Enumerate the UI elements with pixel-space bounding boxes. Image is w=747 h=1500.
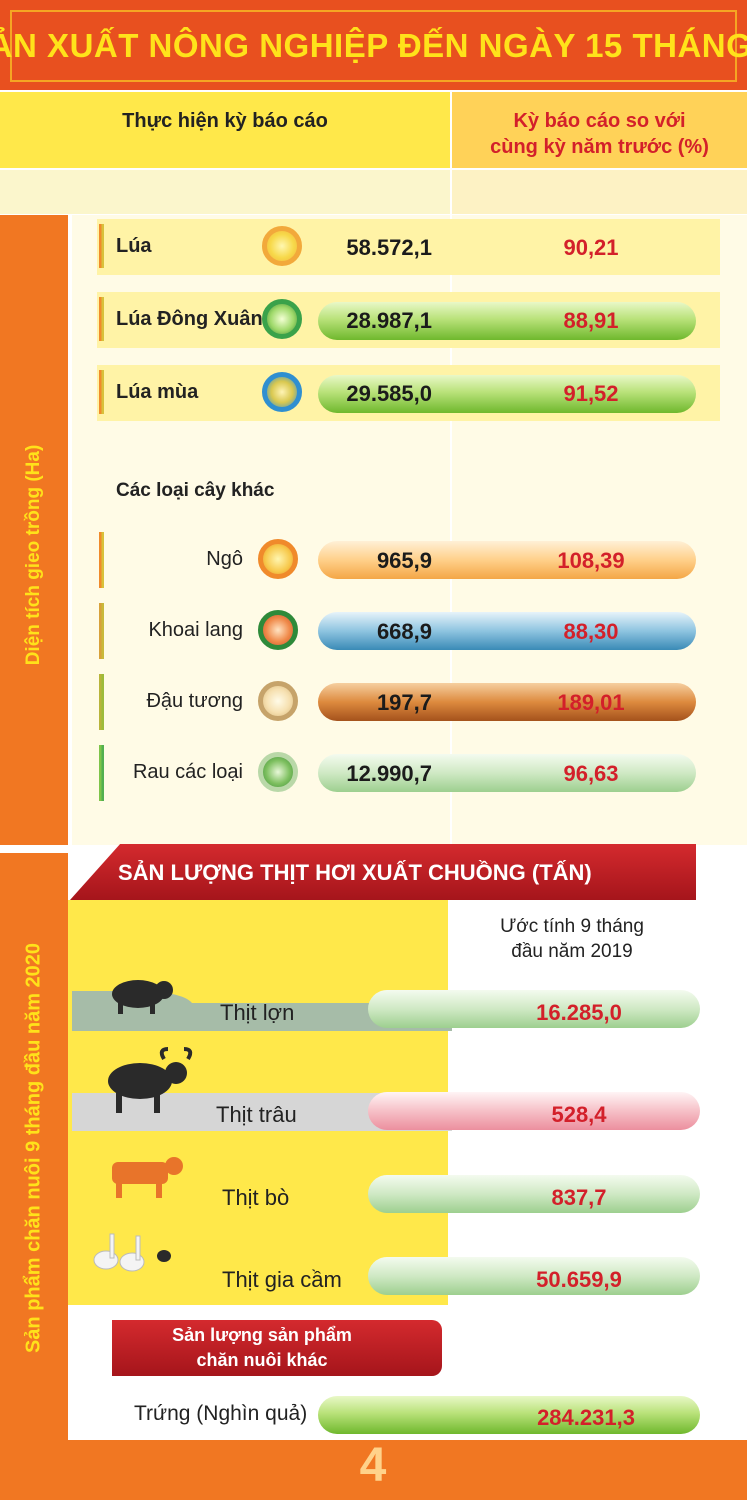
rice-value: 58.572,1 <box>346 235 432 260</box>
vegetables-pill <box>318 754 696 792</box>
livestock-side-label: Sản phẩm chăn nuôi 9 tháng đầu năm 2020 <box>22 942 45 1354</box>
rice-label: Lúa <box>116 235 152 257</box>
comparison-column-header: Kỳ báo cáo so với cùng kỳ năm trước (%) <box>452 108 747 160</box>
other-products-title-line2: chăn nuôi khác <box>196 1350 328 1370</box>
rice-seasonal-percent: 91,52 <box>563 381 619 406</box>
pork-value: 16.285,0 <box>536 1000 622 1025</box>
egg-value: 284.231,3 <box>537 1405 635 1430</box>
beef-value: 837,7 <box>551 1185 607 1210</box>
soybean-icon <box>258 681 298 721</box>
buffalo-shelf-graphic <box>72 1093 452 1131</box>
sweet-potato-label: Khoai lang <box>148 619 243 641</box>
poultry-icon <box>93 1233 171 1272</box>
corn-value: 965,9 <box>376 548 432 573</box>
other-products-title-line1: Sản lượng sản phẩm <box>172 1325 352 1345</box>
crop-side-label: Diện tích gieo trồng (Ha) <box>23 444 44 666</box>
sweet-potato-icon <box>258 610 298 650</box>
other-products-title: Sản lượng sản phẩm chăn nuôi khác <box>112 1323 412 1373</box>
livestock-side-bar <box>0 853 68 1440</box>
row-marker <box>99 674 104 730</box>
egg-label: Trứng (Nghìn quả) <box>134 1402 308 1425</box>
pig-shelf-graphic <box>72 991 452 1031</box>
corn-label: Ngô <box>206 548 243 570</box>
rice-seasonal-pill <box>318 375 696 413</box>
row-marker <box>99 532 104 588</box>
rice-winter-spring-pill <box>318 302 696 340</box>
header-bar <box>0 0 747 90</box>
soybean-value: 197,7 <box>376 690 432 715</box>
sweet-potato-value: 668,9 <box>376 619 432 644</box>
estimate-column-header: Ước tính 9 tháng đầu năm 2019 <box>472 914 672 964</box>
rice-winter-spring-label: Lúa Đông Xuân <box>116 308 263 330</box>
comparison-band <box>452 170 747 214</box>
meat-banner-title: SẢN LƯỢNG THỊT HƠI XUẤT CHUỒNG (TẤN) <box>118 860 592 885</box>
vegetables-icon <box>258 752 298 792</box>
row-marker <box>99 603 104 659</box>
footer-bar <box>0 1440 747 1500</box>
comparison-header-bg <box>452 92 747 168</box>
reporting-column-header: Thực hiện kỳ báo cáo <box>122 110 328 132</box>
sweet-potato-percent: 88,30 <box>563 619 619 644</box>
poultry-value: 50.659,9 <box>536 1267 622 1292</box>
rice-icon <box>262 226 302 266</box>
poultry-label: Thịt gia cầm <box>222 1267 342 1292</box>
row-marker <box>99 370 104 414</box>
row-marker <box>99 745 104 801</box>
buffalo-value: 528,4 <box>551 1102 607 1127</box>
other-crops-heading: Các loại cây khác <box>116 480 275 501</box>
row-marker <box>99 224 104 268</box>
corn-percent: 108,39 <box>557 548 625 573</box>
soybean-percent: 189,01 <box>557 690 625 715</box>
rice-winter-spring-value: 28.987,1 <box>346 308 432 333</box>
rice-percent: 90,21 <box>563 235 619 260</box>
beef-label: Thịt bò <box>222 1185 290 1210</box>
vegetables-percent: 96,63 <box>563 761 619 786</box>
rice-winter-spring-icon <box>262 299 302 339</box>
buffalo-pill <box>368 1092 700 1130</box>
reporting-band <box>0 170 450 214</box>
poultry-pill <box>368 1257 700 1295</box>
vegetables-label: Rau các loại <box>132 761 243 783</box>
pork-label: Thịt lợn <box>220 1000 295 1025</box>
buffalo-label: Thịt trâu <box>216 1102 297 1127</box>
other-products-banner <box>112 1320 442 1376</box>
comparison-header-line1: Kỳ báo cáo so với <box>513 110 686 132</box>
egg-pill <box>318 1396 700 1434</box>
sweet-potato-pill <box>318 612 696 650</box>
beef-pill <box>368 1175 700 1213</box>
cow-icon <box>112 1157 183 1198</box>
meat-banner <box>70 844 696 900</box>
rice-seasonal-label: Lúa mùa <box>116 381 199 403</box>
reporting-header-bg <box>0 92 450 168</box>
row-marker <box>99 297 104 341</box>
soybean-pill <box>318 683 696 721</box>
soybean-label: Đậu tương <box>146 690 243 712</box>
pig-icon <box>112 980 173 1014</box>
estimate-header-line2: đầu năm 2019 <box>511 941 633 962</box>
comparison-header-line2: cùng kỳ năm trước (%) <box>490 136 709 158</box>
corn-icon <box>258 539 298 579</box>
page-title: SẢN XUẤT NÔNG NGHIỆP ĐẾN NGÀY 15 THÁNG 9 <box>0 27 747 64</box>
crop-side-bar <box>0 215 68 845</box>
corn-pill <box>318 541 696 579</box>
buffalo-icon <box>108 1047 193 1113</box>
page-number: 4 <box>359 1439 387 1492</box>
rice-winter-spring-percent: 88,91 <box>563 308 619 333</box>
estimate-header-line1: Ước tính 9 tháng <box>500 916 644 937</box>
rice-seasonal-value: 29.585,0 <box>346 381 432 406</box>
header-frame: SẢN XUẤT NÔNG NGHIỆP ĐẾN NGÀY 15 THÁNG 9 <box>0 10 747 82</box>
rice-row-bg <box>97 219 720 275</box>
vegetables-value: 12.990,7 <box>346 761 432 786</box>
pork-pill <box>368 990 700 1028</box>
rice-seasonal-icon <box>262 372 302 412</box>
